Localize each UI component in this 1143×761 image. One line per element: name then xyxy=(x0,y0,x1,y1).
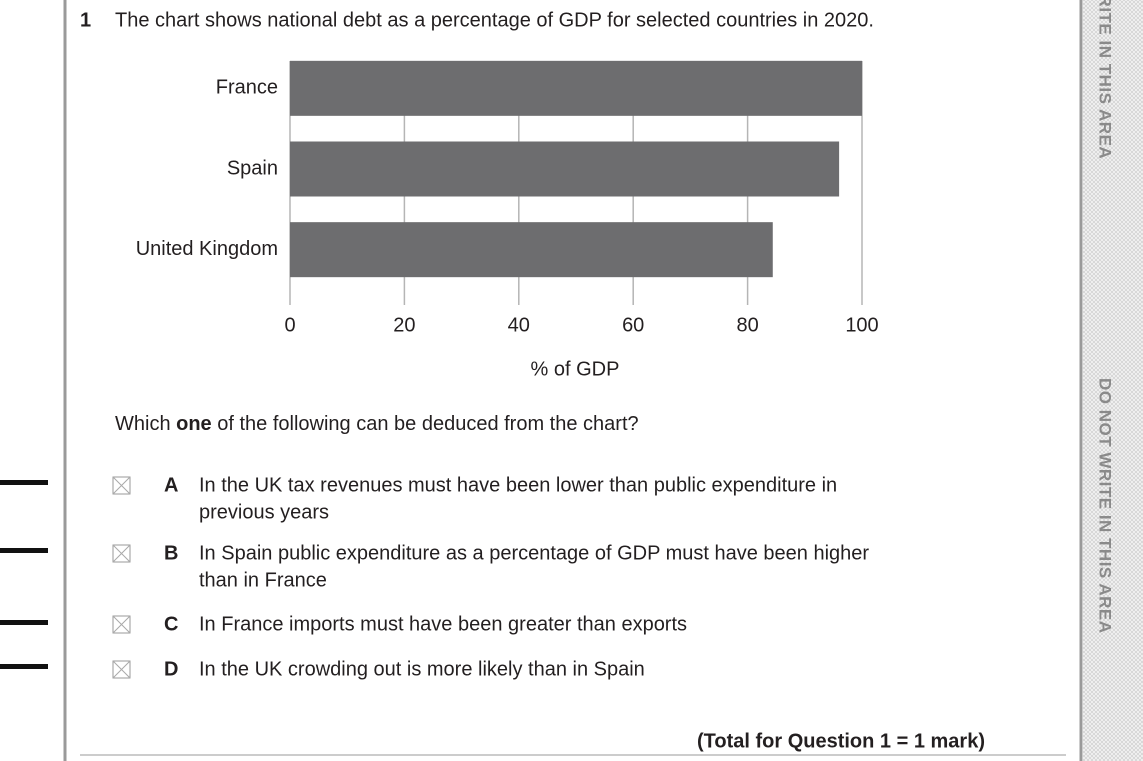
side-dashes xyxy=(0,480,48,669)
prompt: Which one of the following can be deduce… xyxy=(115,413,639,435)
option: D In the UK crowding out is more likely t… xyxy=(112,658,645,680)
checkbox-cross xyxy=(112,615,131,634)
y-tick-label: Spain xyxy=(227,157,278,179)
total-marks: (Total for Question 1 = 1 mark) xyxy=(697,730,985,752)
x-tick-label: 0 xyxy=(284,314,295,336)
margin-hatch xyxy=(1083,0,1143,761)
x-tick-label: 20 xyxy=(393,314,415,336)
checkbox-cross xyxy=(112,544,131,563)
bar xyxy=(290,141,840,197)
option-letter: A xyxy=(164,474,178,496)
x-tick-label: 40 xyxy=(508,314,530,336)
margin-text: WRITE IN THIS AREA xyxy=(1096,0,1115,159)
x-tick-label: 80 xyxy=(736,314,758,336)
option-text: In France imports must have been greater… xyxy=(199,613,687,635)
bar xyxy=(290,222,773,278)
option-text: In the UK crowding out is more likely th… xyxy=(199,658,645,680)
bar xyxy=(290,60,862,116)
prompt-bold: one xyxy=(176,413,212,435)
prompt-text: of the following can be deduced from the… xyxy=(212,413,639,435)
option: B In Spain public expenditure as a percen… xyxy=(112,542,869,591)
y-tick-label: United Kingdom xyxy=(136,238,278,260)
checkbox-cross xyxy=(112,476,131,495)
x-tick-label: 100 xyxy=(845,314,878,336)
margin-text: DO NOT WRITE IN THIS AREA xyxy=(1096,378,1115,634)
option-letter: B xyxy=(164,542,178,564)
option-text: than in France xyxy=(199,569,327,591)
prompt-text: Which xyxy=(115,413,176,435)
option-letter: D xyxy=(164,658,178,680)
option-text: In the UK tax revenues must have been lo… xyxy=(199,474,837,496)
x-axis-label: % of GDP xyxy=(531,358,620,380)
x-tick-label: 60 xyxy=(622,314,644,336)
y-tick-label: France xyxy=(216,77,278,99)
question-number: 1 xyxy=(80,9,91,31)
option: A In the UK tax revenues must have been l… xyxy=(112,474,837,523)
checkbox-cross xyxy=(112,660,131,679)
question-text: The chart shows national debt as a perce… xyxy=(115,9,874,31)
option: C In France imports must have been greate… xyxy=(112,613,687,635)
option-letter: C xyxy=(164,613,178,635)
option-text: In Spain public expenditure as a percent… xyxy=(199,542,869,564)
option-text: previous years xyxy=(199,501,329,523)
